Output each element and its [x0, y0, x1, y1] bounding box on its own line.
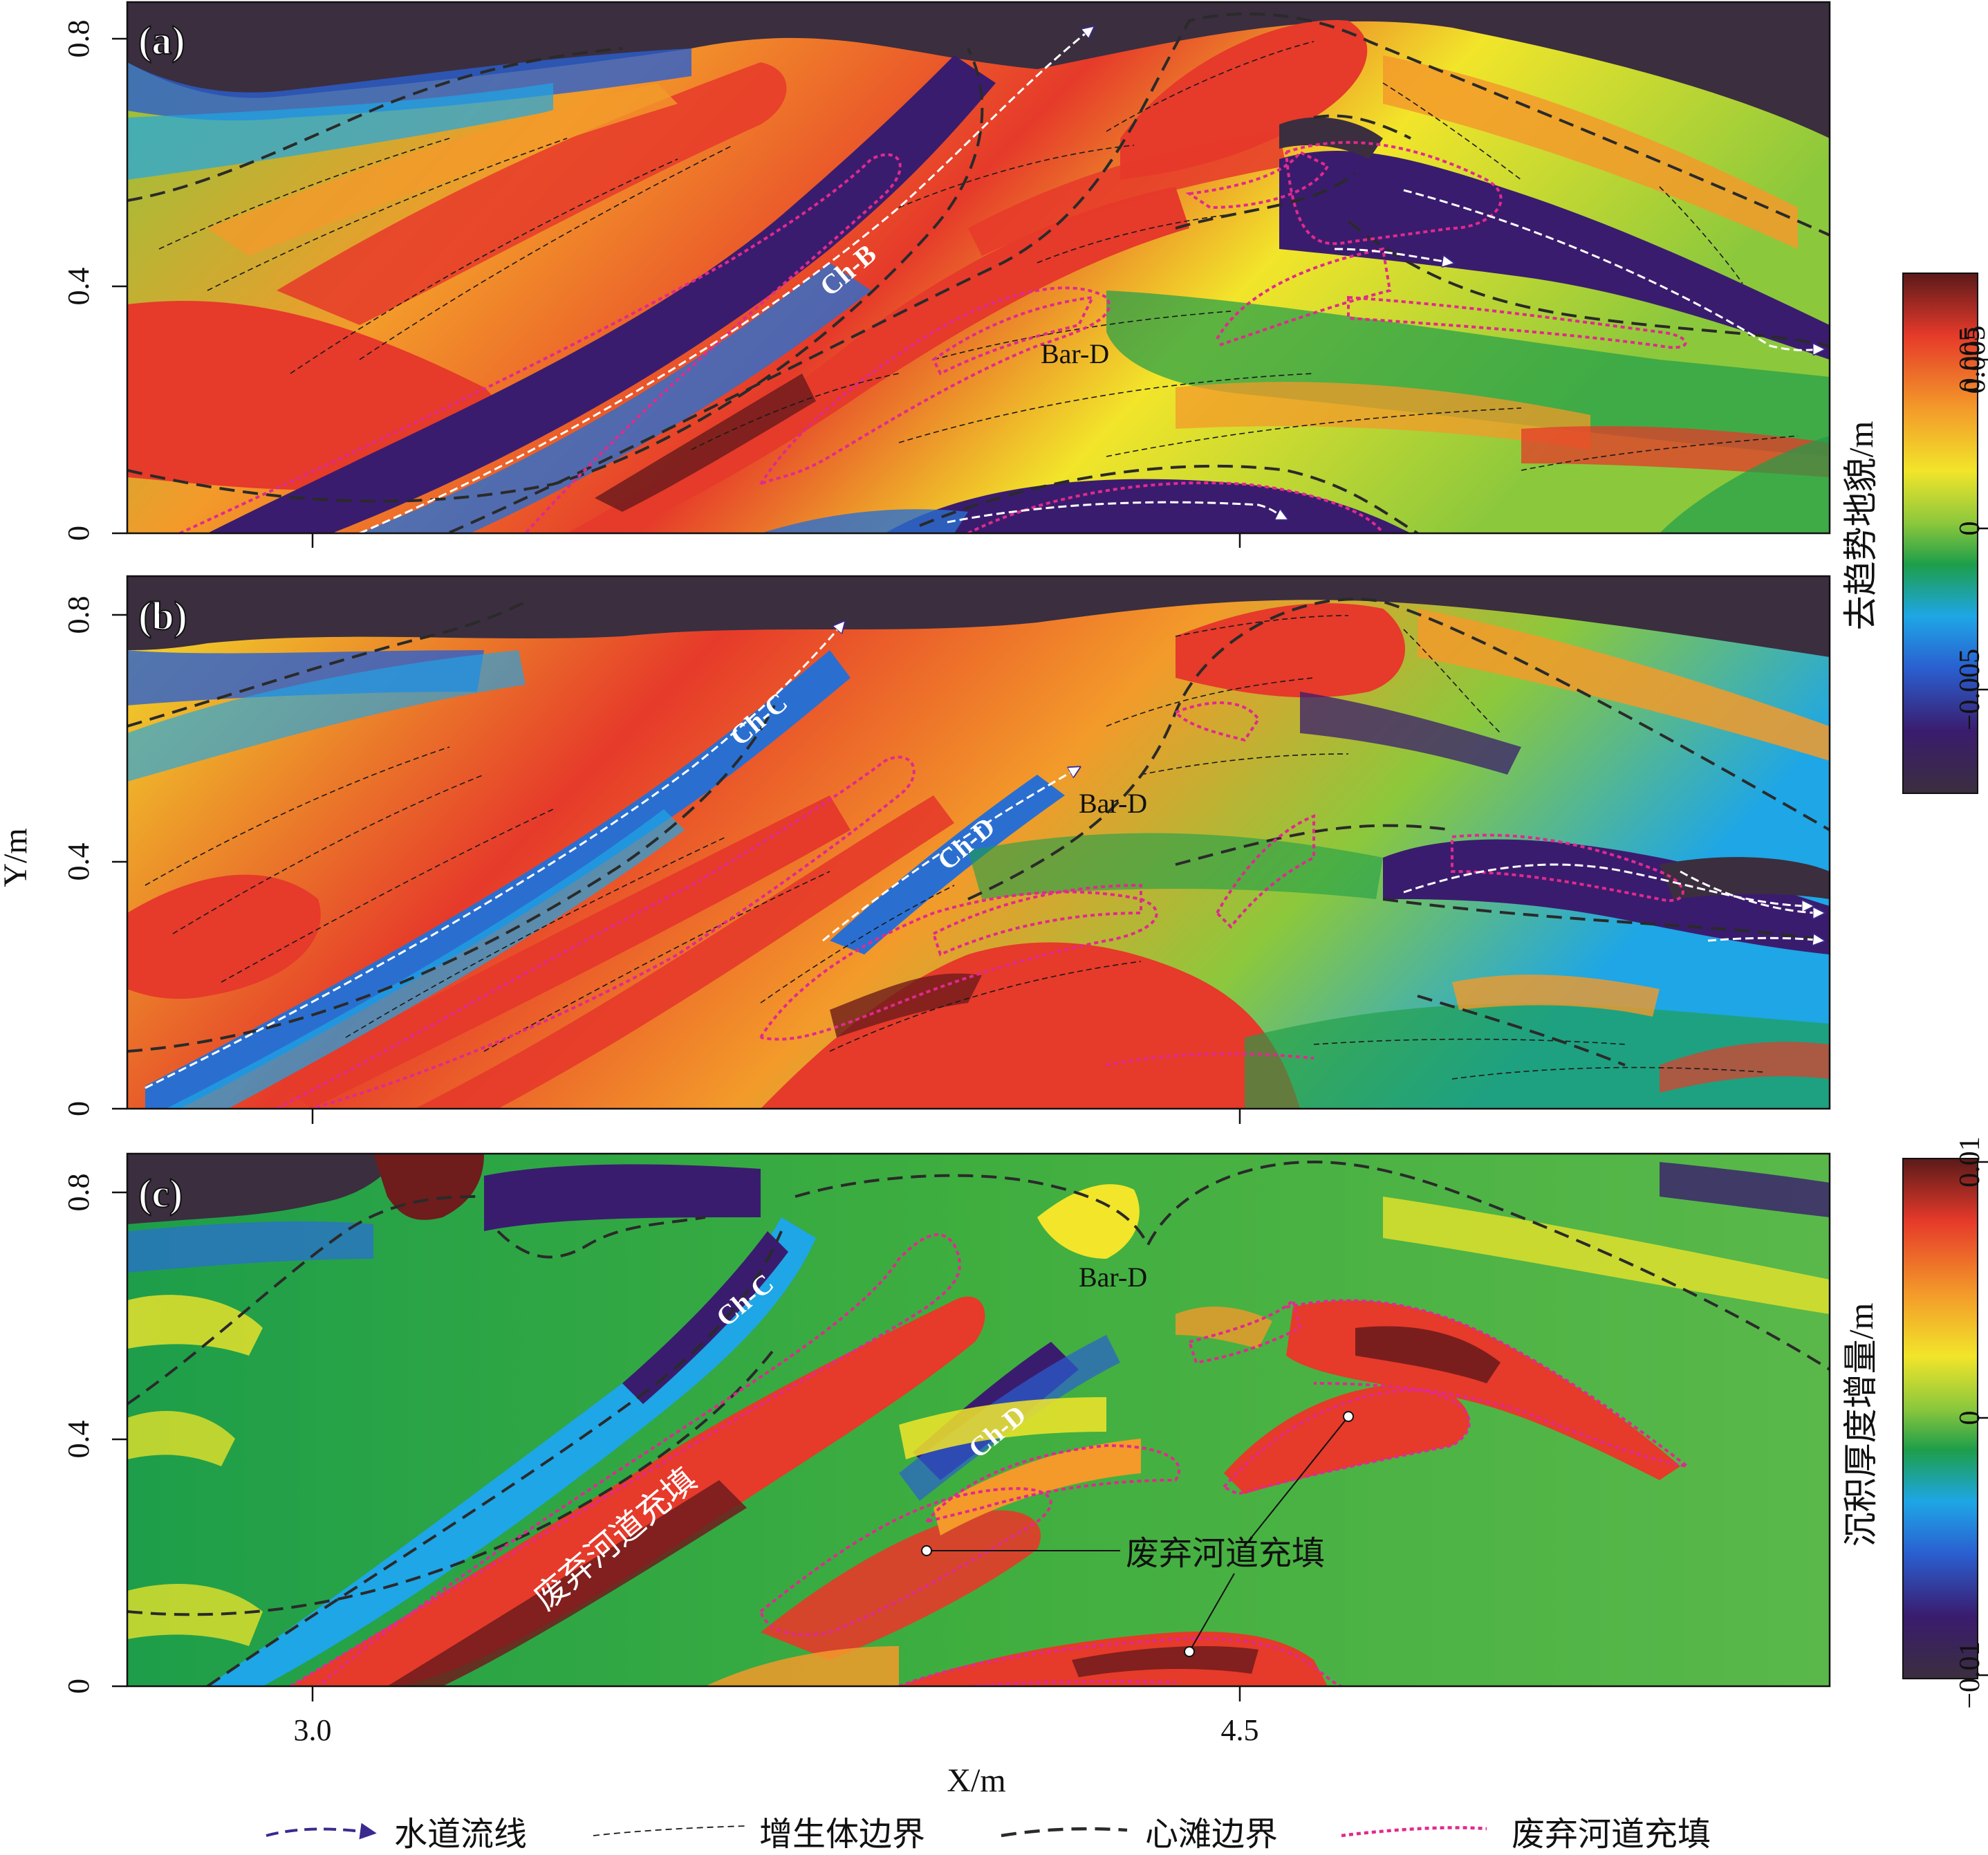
leader-lines — [927, 1416, 1349, 1652]
colorbar-1-tick-0005: 0.005 — [1954, 327, 1986, 393]
panel-b: (b) Ch-C Ch-D Bar-D — [126, 575, 1831, 1110]
dashed-arrow-icon — [266, 1822, 377, 1840]
legend: 水道流线 增生体边界 心滩边界 废弃河道充填 — [266, 1816, 1711, 1853]
panel-b-map — [127, 576, 1830, 1109]
x-axis — [311, 533, 1241, 1701]
y-tick-label: 0.8 — [62, 20, 95, 58]
x-tick-labels: 3.0 4.5 — [294, 1713, 1259, 1747]
abandoned-fill-boundaries-b — [276, 701, 1684, 1109]
annotation-bar-d-c: Bar-D — [1079, 1262, 1147, 1293]
colorbar-1-tick-neg0005: −0.005 — [1954, 649, 1986, 730]
colorbar-2-tick-neg001: −0.01 — [1954, 1641, 1986, 1708]
legend-label: 心滩边界 — [1145, 1816, 1278, 1853]
colorbar-2-tick-0: 0 — [1954, 1411, 1986, 1425]
pink-dotted-line-icon — [1341, 1826, 1487, 1838]
annotation-bar-d-b: Bar-D — [1079, 788, 1147, 819]
colorbar-1-tick: 0.005 — [1958, 326, 1988, 394]
thin-dashed-line-icon — [593, 1825, 747, 1836]
abandoned-fill-boundaries-c — [289, 1233, 1689, 1686]
thick-dashed-line-icon — [1001, 1827, 1128, 1838]
y-tick-label: 0 — [62, 1679, 95, 1694]
colorbar-ticks-visible: 0.005 0 −0.005 0.01 0 −0.01 — [1954, 327, 1986, 1709]
y-tick-label: 0.4 — [62, 268, 95, 306]
panel-label-a: (a) — [138, 18, 185, 63]
y-tick-label: 0.4 — [62, 843, 95, 881]
abandoned-fill-boundaries-a — [179, 140, 1687, 533]
x-tick-label: 3.0 — [294, 1713, 332, 1747]
colorbar-2-tick-001: 0.01 — [1954, 1136, 1986, 1188]
colorbar-2-title: 沉积厚度增量/m — [1841, 1303, 1880, 1547]
y-tick-label: 0.8 — [62, 596, 95, 634]
legend-label: 水道流线 — [394, 1816, 527, 1853]
annotation-abandoned-fill-callout: 废弃河道充填 — [1126, 1535, 1325, 1572]
y-tick-label: 0.4 — [62, 1421, 95, 1459]
y-tick-labels: 0.8 0.4 0 0.8 0.4 0 0.8 0.4 0 — [62, 20, 95, 1695]
legend-item-streamline: 水道流线 — [266, 1816, 527, 1853]
colorbar-1: 0.005 去趋势地貌/m — [1841, 273, 1988, 794]
legend-item-bar-boundary: 心滩边界 — [1001, 1816, 1278, 1853]
x-tick-label: 4.5 — [1221, 1713, 1259, 1747]
accretion-boundaries-a — [158, 41, 1799, 471]
panel-c-map — [127, 1154, 1830, 1686]
legend-label: 增生体边界 — [759, 1816, 925, 1853]
colorbar-2: 沉积厚度增量/m — [1841, 1158, 1988, 1679]
panel-a-map — [127, 2, 1830, 533]
y-axis-label: Y/m — [0, 828, 34, 887]
y-axis — [112, 37, 127, 1688]
bar-boundaries-a — [127, 12, 1830, 533]
leader-dots — [921, 1411, 1354, 1657]
panel-a: (a) Ch-B Bar-D — [126, 1, 1831, 535]
y-tick-label: 0.8 — [62, 1174, 95, 1212]
streamlines-a — [359, 28, 1823, 533]
legend-item-abandoned-fill: 废弃河道充填 — [1341, 1816, 1711, 1853]
panel-label-b: (b) — [138, 593, 187, 638]
x-axis-label: X/m — [947, 1762, 1005, 1799]
legend-label: 废弃河道充填 — [1512, 1816, 1711, 1853]
colorbar-1-tick-0: 0 — [1954, 522, 1986, 536]
panel-label-c: (c) — [138, 1171, 183, 1216]
streamlines-b — [145, 622, 1823, 1089]
bar-boundaries-c — [127, 1160, 1830, 1686]
colorbar-1-title: 去趋势地貌/m — [1841, 421, 1880, 631]
annotation-bar-d-a: Bar-D — [1041, 338, 1109, 369]
panel-c: (c) Ch-C Ch-D Bar-D 废弃河道充填 废弃河道充填 — [126, 1152, 1831, 1688]
accretion-boundaries-b — [145, 615, 1764, 1080]
y-tick-label: 0 — [62, 1101, 95, 1116]
legend-item-accretion: 增生体边界 — [593, 1816, 925, 1853]
y-tick-label: 0 — [62, 526, 95, 541]
